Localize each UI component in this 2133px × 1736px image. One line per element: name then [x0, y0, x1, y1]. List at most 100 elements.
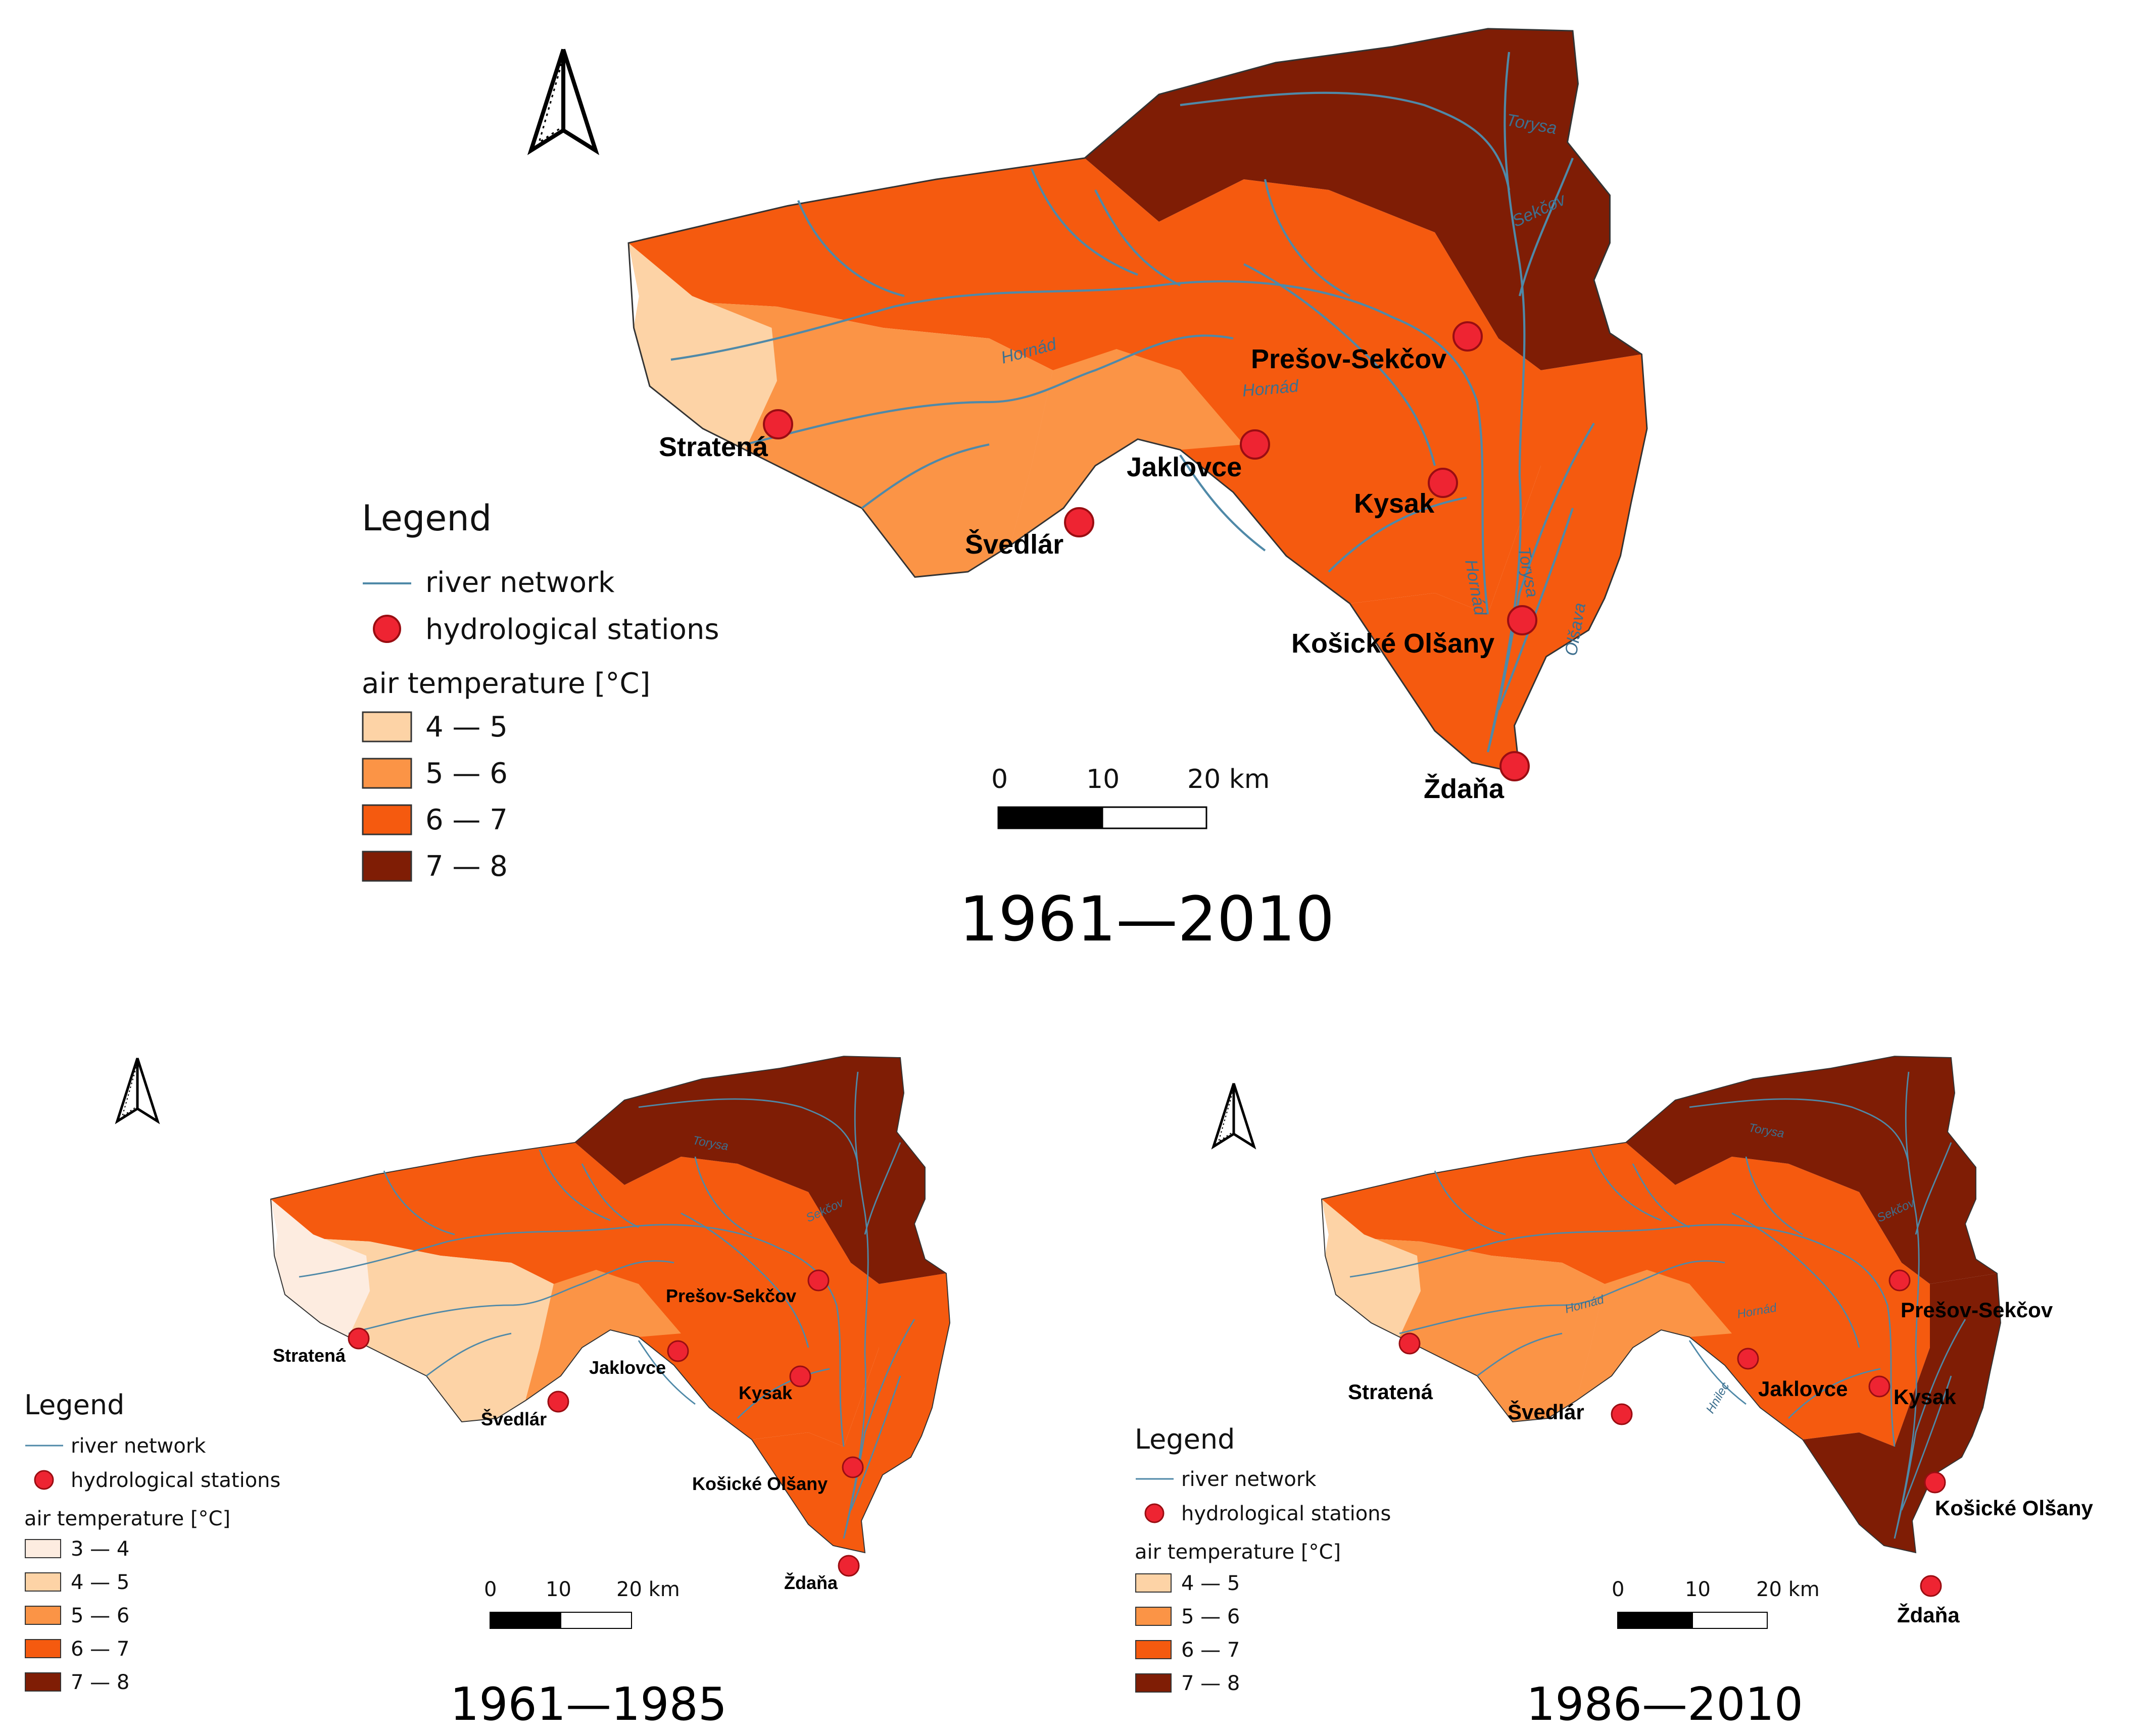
station-label-kosicke-olsany: Košické Olšany [1291, 628, 1494, 659]
legend-class-label: 4 — 5 [71, 1571, 129, 1594]
station-marker[interactable] [1868, 1375, 1890, 1398]
legend-class-label: 6 — 7 [425, 804, 508, 836]
scale-segment-black [997, 806, 1103, 829]
legend-swatch [25, 1572, 61, 1592]
map-1961-1985 [270, 1056, 950, 1553]
station-marker[interactable] [1064, 507, 1094, 537]
station-marker[interactable] [1920, 1575, 1942, 1597]
station-marker[interactable] [1507, 605, 1537, 635]
legend-class-label: 3 — 4 [71, 1537, 129, 1561]
scale-segment-white [1692, 1612, 1768, 1629]
legend-class-label: 5 — 6 [71, 1604, 129, 1627]
legend-map2: Legend river network hydrological statio… [24, 1389, 280, 1694]
station-label-svedlar: Švedlár [481, 1408, 547, 1429]
scale-segment-white [1101, 806, 1207, 829]
legend-station-label: hydrological stations [71, 1469, 280, 1492]
scale-label-20: 20 km [616, 1578, 680, 1601]
station-marker[interactable] [1398, 1332, 1421, 1355]
legend-temp-title: air temperature [°C] [362, 667, 650, 700]
legend-class-label: 5 — 6 [425, 757, 508, 790]
station-marker[interactable] [838, 1555, 860, 1577]
station-marker[interactable] [1924, 1471, 1946, 1494]
scale-label-10: 10 [546, 1578, 571, 1601]
legend-class-label: 4 — 5 [1181, 1572, 1240, 1595]
station-label-zdana: Ždaňa [784, 1572, 838, 1593]
period-title: 1961—1985 [450, 1678, 727, 1731]
stations-map2 [348, 1269, 864, 1577]
scale-label-20: 20 km [1756, 1578, 1820, 1601]
legend-swatch [25, 1672, 61, 1692]
station-marker[interactable] [807, 1269, 830, 1292]
station-marker[interactable] [348, 1327, 370, 1350]
station-label-presov-sekcov: Prešov-Sekčov [1251, 344, 1446, 374]
station-label-jaklovce: Jaklovce [589, 1357, 666, 1378]
legend-swatch [25, 1539, 61, 1558]
legend-swatch [362, 851, 412, 882]
station-label-kosicke-olsany: Košické Olšany [1935, 1496, 2093, 1520]
scale-label-20: 20 km [1187, 764, 1270, 795]
legend-class-label: 6 — 7 [71, 1638, 129, 1661]
station-symbol-icon [34, 1470, 54, 1490]
station-label-zdana: Ždaňa [1897, 1603, 1960, 1627]
station-label-kysak: Kysak [1894, 1385, 1956, 1409]
station-marker[interactable] [1611, 1403, 1633, 1425]
station-marker[interactable] [1428, 468, 1458, 498]
station-marker[interactable] [547, 1391, 569, 1413]
legend-swatch [1135, 1573, 1172, 1593]
scale-segment-black [1617, 1612, 1693, 1629]
station-marker[interactable] [1240, 429, 1270, 460]
stations-map3 [1398, 1269, 1946, 1597]
map-1961-2010 [627, 28, 1648, 774]
station-label-kosicke-olsany: Košické Olšany [692, 1473, 828, 1494]
legend-swatch [25, 1606, 61, 1625]
station-labels-map3: Prešov-Sekčov Stratená Švedlár Jaklovce … [1348, 1298, 2093, 1627]
legend-swatch [362, 804, 412, 835]
period-title: 1986—2010 [1526, 1678, 1803, 1731]
scale-label-0: 0 [484, 1578, 497, 1601]
station-label-presov-sekcov: Prešov-Sekčov [666, 1285, 796, 1306]
station-label-zdana: Ždaňa [1424, 773, 1505, 804]
scale-label-10: 10 [1685, 1578, 1711, 1601]
station-symbol-icon [373, 615, 401, 643]
legend-river-label: river network [71, 1434, 206, 1458]
legend-swatch [1135, 1673, 1172, 1693]
station-label-stratena: Stratená [273, 1345, 346, 1366]
legend-river-label: river network [1181, 1468, 1317, 1491]
legend-class-label: 7 — 8 [71, 1671, 129, 1694]
station-marker[interactable] [667, 1340, 689, 1362]
station-marker[interactable] [1737, 1348, 1759, 1370]
legend-swatch [362, 711, 412, 742]
scale-segment-white [560, 1612, 632, 1629]
station-label-stratena: Stratená [659, 432, 768, 462]
river-label-hnilec-m3: Hnilec [1704, 1380, 1732, 1416]
legend-temp-title: air temperature [°C] [1135, 1541, 1341, 1564]
scale-bar-map3: 0 10 20 km [1612, 1578, 1820, 1629]
station-label-svedlar: Švedlár [965, 529, 1063, 560]
legend-title: Legend [362, 498, 492, 539]
station-marker[interactable] [789, 1365, 811, 1387]
station-marker[interactable] [1499, 751, 1530, 781]
station-marker[interactable] [1452, 321, 1483, 352]
station-labels-map2: Prešov-Sekčov Stratená Jaklovce Kysak Šv… [273, 1285, 838, 1593]
station-label-kysak: Kysak [1354, 488, 1435, 519]
legend-class-label: 4 — 5 [425, 711, 508, 743]
scale-bar-map2: 0 10 20 km [484, 1578, 680, 1629]
station-marker[interactable] [1888, 1269, 1911, 1292]
legend-swatch [362, 758, 412, 789]
legend-swatch [1135, 1640, 1172, 1659]
station-marker[interactable] [842, 1456, 864, 1478]
station-marker[interactable] [763, 409, 793, 439]
scale-label-0: 0 [991, 764, 1008, 795]
legend-class-label: 6 — 7 [1181, 1639, 1240, 1662]
legend-title: Legend [24, 1389, 124, 1421]
legend-temp-title: air temperature [°C] [24, 1507, 230, 1530]
station-label-kysak: Kysak [739, 1382, 793, 1403]
station-label-svedlar: Švedlár [1508, 1400, 1584, 1424]
map-1986-2010 [1321, 1056, 2001, 1553]
scale-label-10: 10 [1086, 764, 1120, 795]
scale-label-0: 0 [1612, 1578, 1624, 1601]
legend-class-label: 7 — 8 [1181, 1672, 1240, 1695]
legend-class-label: 7 — 8 [425, 850, 508, 883]
legend-map1: Legend river network hydrological statio… [362, 498, 719, 883]
